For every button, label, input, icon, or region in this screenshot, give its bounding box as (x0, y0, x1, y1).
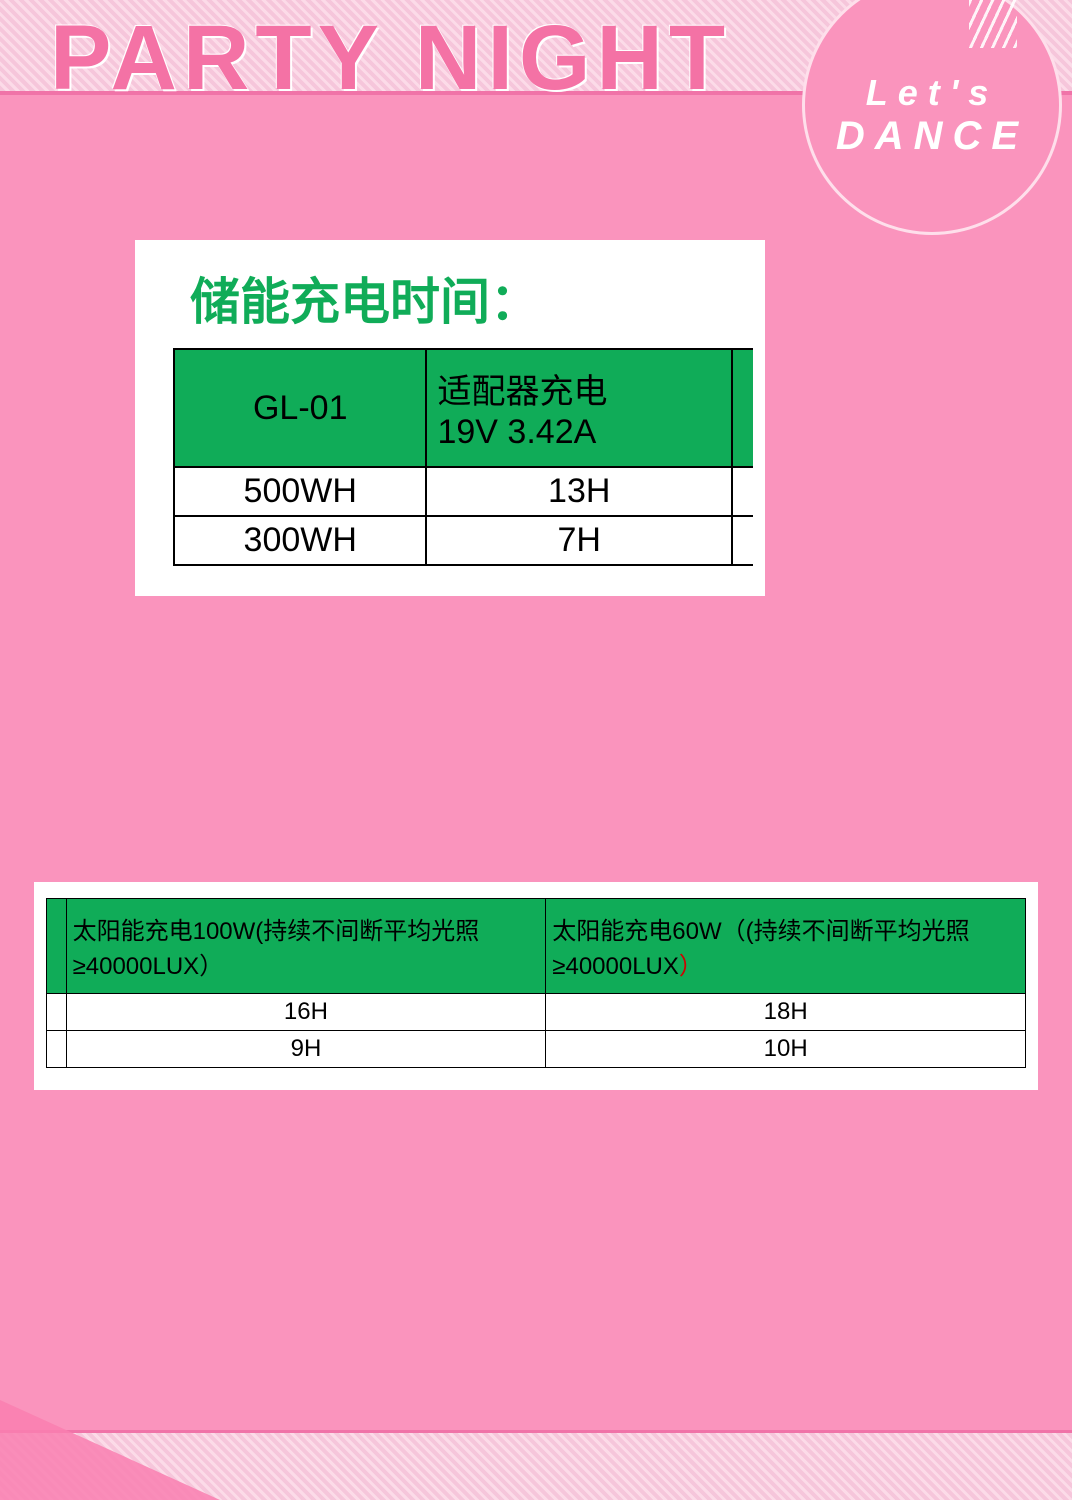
badge-line-2: DANCE (836, 114, 1028, 159)
table-row: 9H 10H (47, 1031, 1026, 1068)
table2-cell: 16H (66, 994, 546, 1031)
charging-time-table: GL-01 适配器充电 19V 3.42A 500WH 13H 300WH 7H (173, 348, 753, 566)
corner-triangle (0, 1400, 220, 1500)
badge-line-1: Let's (866, 72, 999, 114)
table2-sliver-cell (47, 1031, 67, 1068)
page-title: PARTY NIGHT (50, 6, 731, 111)
table1-col-header-0: GL-01 (174, 349, 426, 467)
table1-cell: 300WH (174, 516, 426, 565)
table-header-row: GL-01 适配器充电 19V 3.42A (174, 349, 753, 467)
table-row: 300WH 7H (174, 516, 753, 565)
table-row: 16H 18H (47, 994, 1026, 1031)
table-header-row: 太阳能充电100W(持续不间断平均光照≥40000LUX） 太阳能充电60W（(… (47, 899, 1026, 994)
table1-col-header-1-text: 适配器充电 19V 3.42A (437, 373, 607, 451)
table2-sliver (47, 899, 67, 994)
charging-time-title: 储能充电时间： (190, 262, 765, 334)
table-row: 500WH 13H (174, 467, 753, 516)
table2-h1-pre: 太阳能充电60W（(持续不间断平均光照≥40000LUX (552, 918, 969, 980)
table2-cell: 10H (546, 1031, 1026, 1068)
table2-col-header-1: 太阳能充电60W（(持续不间断平均光照≥40000LUX） (546, 899, 1026, 994)
table1-cell: 500WH (174, 467, 426, 516)
table2-cell: 18H (546, 994, 1026, 1031)
table2-col-header-0: 太阳能充电100W(持续不间断平均光照≥40000LUX） (66, 899, 546, 994)
table2-sliver-cell (47, 994, 67, 1031)
table2-h0-close: ） (199, 953, 223, 980)
table2-h0-pre: 太阳能充电100W(持续不间断平均光照≥40000LUX (73, 918, 480, 980)
solar-charging-card: 太阳能充电100W(持续不间断平均光照≥40000LUX） 太阳能充电60W（(… (34, 882, 1038, 1090)
charging-time-card: 储能充电时间： GL-01 适配器充电 19V 3.42A 500WH 13H … (135, 240, 765, 596)
table1-sliver-cell (732, 516, 753, 565)
table2-h1-close: ） (679, 953, 703, 980)
table1-sliver (732, 349, 753, 467)
table1-cell: 7H (426, 516, 732, 565)
table1-col-header-1: 适配器充电 19V 3.42A (426, 349, 732, 467)
table2-cell: 9H (66, 1031, 546, 1068)
table1-sliver-cell (732, 467, 753, 516)
solar-charging-table: 太阳能充电100W(持续不间断平均光照≥40000LUX） 太阳能充电60W（(… (46, 898, 1026, 1068)
corner-badge: Let's DANCE (802, 0, 1062, 235)
table1-cell: 13H (426, 467, 732, 516)
